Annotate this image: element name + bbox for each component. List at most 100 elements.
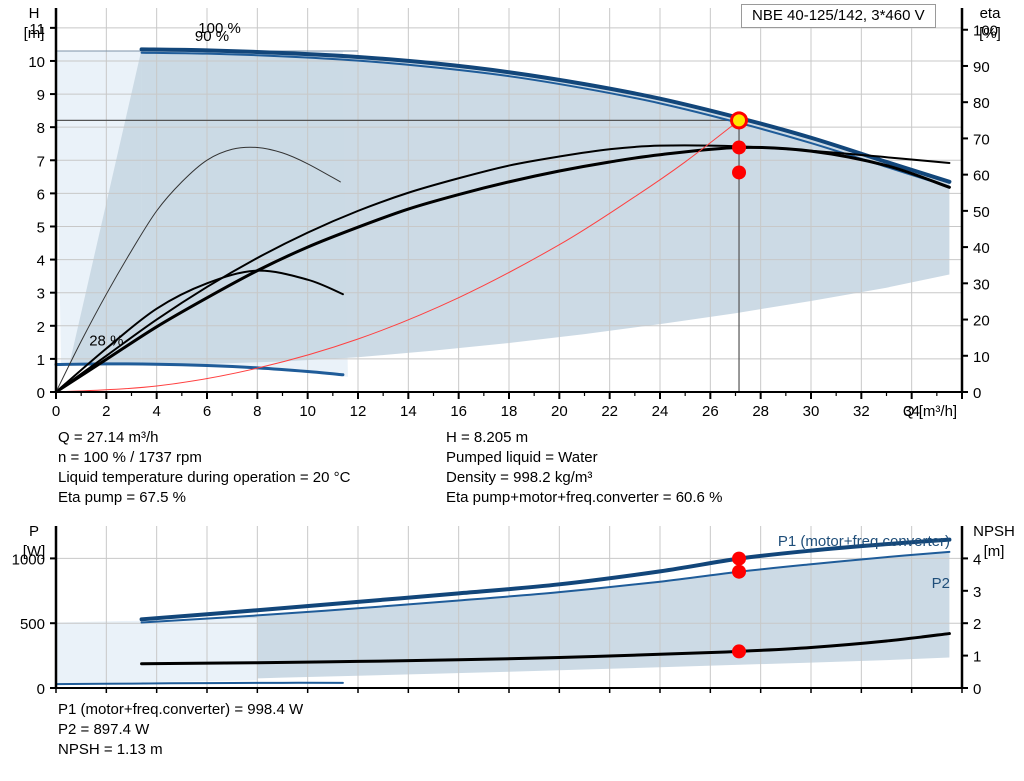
envelope-operating-range	[141, 49, 950, 365]
duty-marker-eta-pump[interactable]	[732, 140, 747, 155]
tick-label-eta-0: 0	[973, 385, 981, 402]
axis-title-eta-unit: [%]	[979, 25, 1001, 42]
tick-label-q-0: 0	[52, 403, 60, 420]
tick-label-eta-80: 80	[973, 95, 990, 112]
tick-label-q-28: 28	[752, 403, 769, 420]
tick-label-q-30: 30	[803, 403, 820, 420]
curve-h-curve-100-inner	[140, 51, 951, 188]
tick-label-p-0: 0	[37, 681, 45, 698]
tick-label-h-9: 9	[37, 87, 45, 104]
tick-label-eta-20: 20	[973, 313, 990, 330]
curve-label-p2: P2	[932, 575, 950, 592]
head-efficiency-chart: 100 %90 %28 %012345678910110102030405060…	[24, 5, 1002, 420]
axis-title-npsh: NPSH	[973, 523, 1015, 540]
tick-label-h-2: 2	[37, 319, 45, 336]
curve-eta-pump-motor-fc-100	[55, 144, 951, 393]
tick-label-eta-100: 100	[973, 23, 998, 40]
curve-labels: P1 (motor+freq.converter) P2	[778, 533, 950, 592]
duty-info-right-line-3: Eta pump+motor+freq.converter = 60.6 %	[446, 489, 723, 506]
tick-label-eta-70: 70	[973, 131, 990, 148]
tick-label-h-1: 1	[37, 352, 45, 369]
pump-model-title: NBE 40-125/142, 3*460 V	[741, 4, 936, 28]
duty-info-left-line-0: Q = 27.14 m³/h	[58, 429, 159, 446]
power-info-line-1: P2 = 897.4 W	[58, 721, 150, 738]
tick-label-h-10: 10	[28, 54, 45, 71]
tick-label-q-34: 34	[903, 403, 920, 420]
duty-marker-npsh[interactable]	[732, 644, 747, 659]
tick-label-h-6: 6	[37, 186, 45, 203]
tick-label-eta-40: 40	[973, 240, 990, 257]
axis-title-eta: eta	[980, 5, 1002, 22]
axis-title-q: Q [m³/h]	[903, 403, 957, 420]
curve-system-red-curve	[55, 119, 740, 393]
tick-label-q-24: 24	[652, 403, 669, 420]
speed-annotations: 100 %90 % 28 %	[89, 20, 241, 350]
tick-label-h-4: 4	[37, 253, 45, 270]
tick-label-eta-10: 10	[973, 349, 990, 366]
axis-title-p: P	[29, 523, 39, 540]
curve-h-curve-100-outer	[139, 47, 952, 184]
tick-label-q-12: 12	[350, 403, 367, 420]
curve-npsh	[140, 632, 951, 666]
duty-info-right: H = 8.205 m Pumped liquid = Water Densit…	[446, 428, 722, 508]
tick-label-eta-50: 50	[973, 204, 990, 221]
duty-marker-head[interactable]	[733, 114, 746, 127]
axis-title-h-unit: [m]	[24, 25, 45, 42]
envelope-left-edge	[69, 49, 142, 365]
tick-label-p-500: 500	[20, 616, 45, 633]
curve-h-curve-28	[54, 362, 345, 377]
tick-label-npsh-1: 1	[973, 649, 981, 666]
operating-envelope	[56, 49, 950, 377]
duty-markers[interactable]	[732, 551, 747, 659]
tick-label-h-0: 0	[37, 385, 45, 402]
tick-label-eta-60: 60	[973, 168, 990, 185]
tick-label-q-32: 32	[853, 403, 870, 420]
axis-title-p-unit: [W]	[23, 543, 46, 560]
power-npsh-chart: P1 (motor+freq.converter) P2 0 500 1000 0 1 2 3 4…	[12, 523, 1015, 698]
curves	[54, 47, 952, 394]
duty-marker-eta-total[interactable]	[732, 165, 747, 180]
tick-label-h-11: 11	[29, 21, 45, 38]
duty-marker-p2[interactable]	[732, 564, 747, 579]
curve-p1-motor-freq-converter	[139, 537, 952, 622]
duty-marker-p1[interactable]	[732, 551, 747, 566]
duty-markers[interactable]	[730, 111, 749, 180]
tick-label-h-5: 5	[37, 219, 45, 236]
curve-eta-28	[55, 269, 344, 393]
tick-label-eta-90: 90	[973, 59, 990, 76]
curve-label-p1: P1 (motor+freq.converter)	[778, 533, 950, 550]
tick-label-h-3: 3	[37, 286, 45, 303]
duty-info-left-line-1: n = 100 % / 1737 rpm	[58, 449, 202, 466]
axes: 0 500 1000 0 1 2 3 4 P [W] NPSH [m]	[12, 523, 1015, 698]
speed-label-28: 28 %	[89, 333, 123, 350]
curve-eta-pump-28-thin	[55, 146, 341, 393]
tick-label-npsh-2: 2	[973, 616, 981, 633]
tick-label-npsh-0: 0	[973, 681, 981, 698]
power-info-line-2: NPSH = 1.13 m	[58, 741, 163, 758]
tick-label-q-20: 20	[551, 403, 568, 420]
tick-label-q-26: 26	[702, 403, 719, 420]
curves	[55, 537, 952, 686]
tick-label-npsh-3: 3	[973, 584, 981, 601]
duty-info-right-line-0: H = 8.205 m	[446, 429, 529, 446]
tick-label-q-6: 6	[203, 403, 211, 420]
duty-info-left-line-2: Liquid temperature during operation = 20…	[58, 469, 351, 486]
tick-label-q-8: 8	[253, 403, 261, 420]
axis-title-h: H	[29, 5, 40, 22]
speed-label-100: 100 %	[198, 20, 241, 37]
tick-label-p-1000: 1000	[12, 551, 45, 568]
duty-info-right-line-1: Pumped liquid = Water	[446, 449, 598, 466]
tick-label-q-2: 2	[102, 403, 110, 420]
power-info-line-0: P1 (motor+freq.converter) = 998.4 W	[58, 701, 304, 718]
tick-label-q-10: 10	[299, 403, 316, 420]
speed-label-90: 90 %	[195, 28, 229, 45]
tick-label-npsh-4: 4	[973, 551, 981, 568]
duty-info-left: Q = 27.14 m³/h n = 100 % / 1737 rpm Liqu…	[58, 428, 350, 508]
power-info: P1 (motor+freq.converter) = 998.4 W P2 =…	[58, 700, 303, 760]
tick-label-h-8: 8	[37, 120, 45, 137]
tick-label-q-18: 18	[501, 403, 518, 420]
curve-p-28	[55, 681, 344, 686]
tick-label-q-16: 16	[450, 403, 467, 420]
